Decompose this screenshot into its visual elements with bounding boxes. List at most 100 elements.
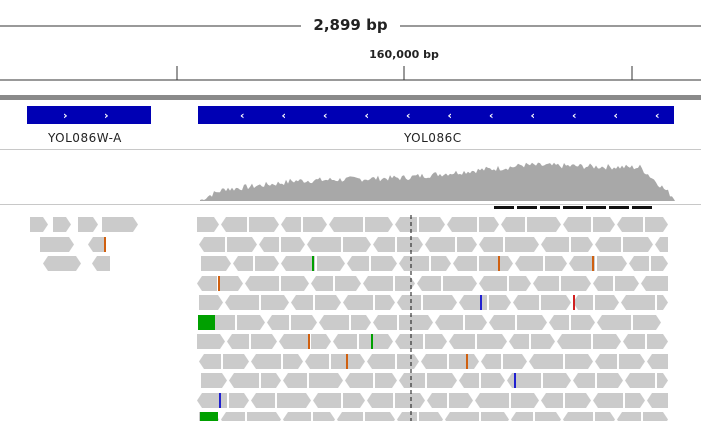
position-label: 160,000 bp bbox=[369, 48, 439, 61]
aligned-read bbox=[549, 315, 569, 330]
aligned-read bbox=[509, 276, 531, 291]
aligned-read bbox=[657, 373, 668, 388]
aligned-read bbox=[375, 373, 397, 388]
aligned-read bbox=[619, 354, 645, 369]
aligned-read bbox=[481, 373, 505, 388]
junction-bar bbox=[517, 206, 537, 209]
mismatch-mark bbox=[498, 256, 500, 271]
aligned-read bbox=[227, 334, 249, 349]
aligned-read bbox=[229, 393, 249, 408]
junction-bar bbox=[540, 206, 560, 209]
aligned-read bbox=[435, 315, 463, 330]
aligned-read bbox=[347, 256, 369, 271]
junction-bar bbox=[494, 206, 514, 209]
aligned-read bbox=[541, 237, 569, 252]
aligned-read bbox=[102, 217, 138, 232]
mismatch-mark bbox=[219, 393, 221, 408]
aligned-read bbox=[53, 217, 71, 232]
aligned-read bbox=[449, 334, 475, 349]
junction-bars bbox=[494, 206, 652, 209]
aligned-read bbox=[311, 276, 333, 291]
aligned-read bbox=[311, 334, 331, 349]
aligned-read bbox=[233, 256, 253, 271]
aligned-read bbox=[245, 276, 279, 291]
aligned-read bbox=[465, 315, 487, 330]
aligned-read bbox=[541, 393, 563, 408]
aligned-read bbox=[459, 373, 479, 388]
aligned-read bbox=[457, 237, 477, 252]
aligned-read bbox=[479, 217, 499, 232]
aligned-read bbox=[343, 393, 365, 408]
aligned-read bbox=[545, 256, 567, 271]
aligned-read bbox=[625, 393, 645, 408]
junction-bar bbox=[632, 206, 652, 209]
aligned-read bbox=[569, 256, 595, 271]
aligned-read bbox=[283, 373, 307, 388]
aligned-read bbox=[477, 334, 507, 349]
aligned-read bbox=[593, 217, 615, 232]
aligned-read bbox=[573, 295, 593, 310]
aligned-read bbox=[541, 295, 571, 310]
aligned-read bbox=[255, 256, 279, 271]
track-divider bbox=[0, 95, 701, 100]
aligned-read bbox=[597, 315, 631, 330]
aligned-read bbox=[623, 237, 653, 252]
aligned-read bbox=[281, 217, 301, 232]
aligned-read bbox=[373, 315, 397, 330]
aligned-read bbox=[365, 412, 395, 421]
aligned-read bbox=[309, 373, 343, 388]
aligned-read bbox=[629, 256, 649, 271]
aligned-read bbox=[489, 315, 515, 330]
aligned-read bbox=[373, 237, 395, 252]
aligned-read bbox=[199, 295, 223, 310]
aligned-read bbox=[651, 256, 668, 271]
aligned-read bbox=[563, 217, 591, 232]
aligned-read bbox=[399, 256, 429, 271]
aligned-read bbox=[197, 393, 227, 408]
aligned-read bbox=[237, 315, 265, 330]
aligned-read bbox=[397, 412, 417, 421]
aligned-read bbox=[247, 412, 281, 421]
aligned-read bbox=[533, 276, 559, 291]
aligned-read bbox=[365, 217, 393, 232]
aligned-read bbox=[281, 276, 309, 291]
aligned-read bbox=[527, 217, 561, 232]
aligned-read bbox=[279, 334, 309, 349]
mismatch-mark bbox=[466, 354, 468, 369]
aligned-read bbox=[427, 373, 457, 388]
aligned-read bbox=[221, 412, 245, 421]
aligned-read bbox=[303, 217, 327, 232]
ruler-track[interactable]: 2,899 bp 160,000 bp bbox=[0, 0, 701, 95]
aligned-read bbox=[199, 354, 221, 369]
aligned-read bbox=[345, 373, 373, 388]
mismatch-mark bbox=[346, 354, 348, 369]
aligned-read bbox=[281, 237, 305, 252]
aligned-read bbox=[573, 373, 595, 388]
aligned-read bbox=[647, 393, 668, 408]
aligned-read bbox=[291, 315, 317, 330]
aligned-read bbox=[447, 217, 477, 232]
aligned-read bbox=[267, 315, 289, 330]
aligned-read bbox=[317, 256, 345, 271]
aligned-read bbox=[367, 393, 393, 408]
aligned-read bbox=[511, 412, 533, 421]
junction-bar bbox=[586, 206, 606, 209]
aligned-read bbox=[481, 412, 509, 421]
aligned-read bbox=[227, 237, 257, 252]
mismatch-mark bbox=[218, 276, 220, 291]
aligned-read bbox=[397, 237, 423, 252]
aligned-read bbox=[443, 276, 477, 291]
aligned-read bbox=[515, 256, 543, 271]
aligned-read bbox=[489, 295, 511, 310]
aligned-read bbox=[417, 276, 441, 291]
aligned-read bbox=[563, 412, 593, 421]
aligned-read bbox=[453, 256, 477, 271]
aligned-read bbox=[615, 276, 639, 291]
aligned-read bbox=[419, 412, 443, 421]
aligned-read bbox=[571, 237, 593, 252]
aligned-read bbox=[251, 334, 277, 349]
aligned-read bbox=[201, 373, 227, 388]
soft-clip bbox=[200, 412, 218, 421]
aligned-read bbox=[88, 237, 106, 252]
